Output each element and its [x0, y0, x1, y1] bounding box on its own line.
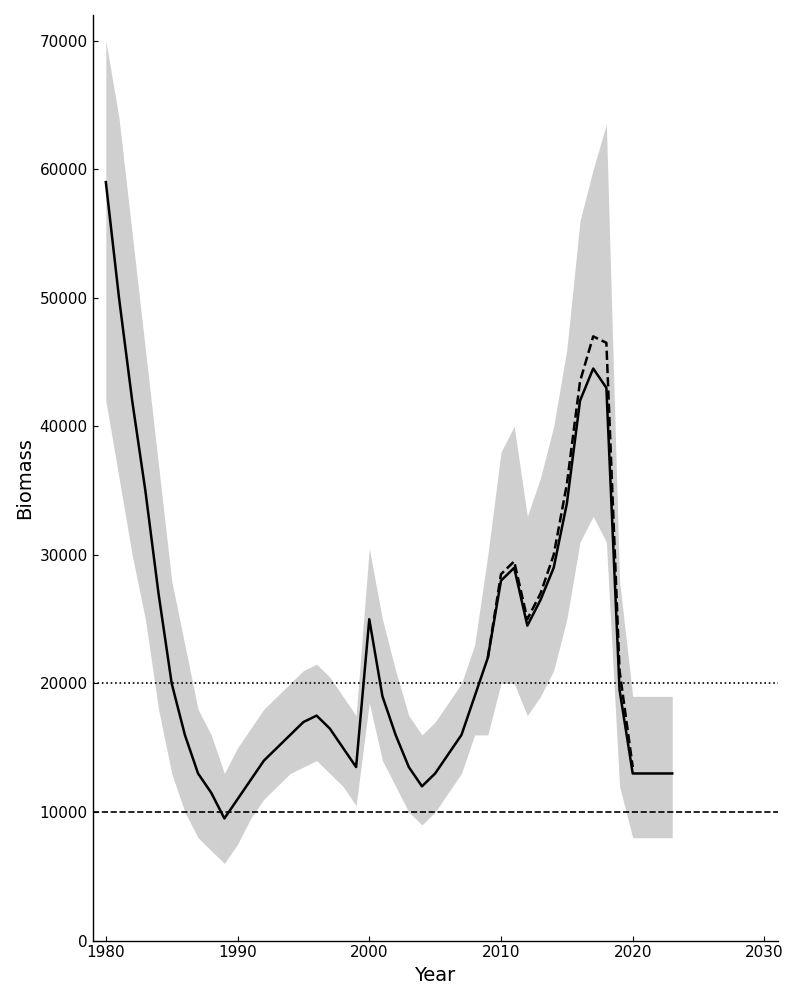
Y-axis label: Biomass: Biomass: [15, 437, 34, 519]
X-axis label: Year: Year: [414, 966, 456, 985]
